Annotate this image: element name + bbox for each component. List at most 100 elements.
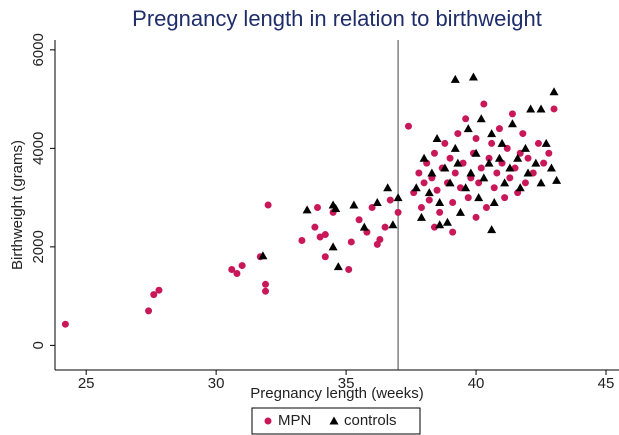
marker-circle bbox=[376, 235, 384, 243]
marker-triangle bbox=[450, 74, 460, 83]
marker-triangle bbox=[526, 104, 536, 113]
marker-circle bbox=[446, 154, 454, 162]
marker-triangle bbox=[383, 183, 393, 192]
marker-triangle bbox=[505, 163, 515, 172]
marker-circle bbox=[521, 179, 529, 187]
x-tick-label: 45 bbox=[598, 375, 615, 392]
marker-circle bbox=[477, 164, 485, 172]
marker-triangle bbox=[531, 158, 541, 167]
marker-triangle bbox=[552, 175, 562, 184]
marker-circle bbox=[321, 231, 329, 239]
marker-triangle bbox=[489, 198, 499, 207]
marker-circle bbox=[449, 199, 457, 207]
marker-triangle bbox=[541, 138, 551, 147]
marker-circle bbox=[355, 216, 363, 224]
marker-circle bbox=[485, 154, 493, 162]
marker-circle bbox=[314, 203, 322, 211]
marker-circle bbox=[436, 208, 444, 216]
y-tick-label: 4000 bbox=[30, 132, 47, 165]
x-tick-label: 40 bbox=[468, 375, 485, 392]
marker-triangle bbox=[468, 72, 478, 81]
marker-triangle bbox=[445, 178, 455, 187]
marker-circle bbox=[61, 320, 69, 328]
marker-triangle bbox=[484, 158, 494, 167]
marker-circle bbox=[488, 139, 496, 147]
marker-circle bbox=[519, 130, 527, 138]
marker-triangle bbox=[450, 143, 460, 152]
marker-circle bbox=[415, 169, 423, 177]
marker-circle bbox=[316, 233, 324, 241]
marker-triangle bbox=[497, 138, 507, 147]
marker-triangle bbox=[520, 143, 530, 152]
marker-circle bbox=[430, 149, 438, 157]
marker-circle bbox=[228, 266, 236, 274]
marker-triangle bbox=[463, 124, 473, 133]
marker-circle bbox=[238, 262, 246, 270]
marker-triangle bbox=[500, 178, 510, 187]
marker-circle bbox=[506, 174, 514, 182]
y-tick-label: 2000 bbox=[30, 230, 47, 263]
marker-circle bbox=[298, 236, 306, 244]
marker-circle bbox=[262, 287, 270, 295]
marker-circle bbox=[490, 184, 498, 192]
marker-triangle bbox=[471, 148, 481, 157]
marker-circle bbox=[550, 105, 558, 113]
marker-triangle bbox=[536, 104, 546, 113]
marker-triangle bbox=[419, 153, 429, 162]
marker-triangle bbox=[442, 217, 452, 226]
marker-circle bbox=[145, 307, 153, 315]
y-tick-label: 6000 bbox=[30, 33, 47, 66]
marker-triangle bbox=[546, 163, 556, 172]
marker-circle bbox=[420, 179, 428, 187]
marker-triangle bbox=[359, 222, 369, 231]
marker-triangle bbox=[536, 178, 546, 187]
marker-triangle bbox=[523, 168, 533, 177]
y-axis-label: Birthweight (grams) bbox=[9, 140, 26, 270]
marker-circle bbox=[433, 186, 441, 194]
marker-triangle bbox=[507, 119, 517, 128]
x-tick-label: 25 bbox=[78, 375, 95, 392]
marker-circle bbox=[264, 201, 272, 209]
marker-triangle bbox=[388, 220, 398, 229]
marker-triangle bbox=[494, 153, 504, 162]
marker-triangle bbox=[372, 198, 382, 207]
marker-circle bbox=[524, 154, 532, 162]
marker-triangle bbox=[479, 173, 489, 182]
marker-circle bbox=[495, 125, 503, 133]
marker-triangle bbox=[427, 168, 437, 177]
marker-triangle bbox=[411, 183, 421, 192]
marker-triangle bbox=[435, 198, 445, 207]
marker-circle bbox=[347, 238, 355, 246]
marker-circle bbox=[449, 228, 457, 236]
marker-circle bbox=[545, 149, 553, 157]
marker-triangle bbox=[258, 251, 268, 260]
marker-circle bbox=[430, 223, 438, 231]
marker-circle bbox=[462, 115, 470, 123]
marker-triangle bbox=[487, 225, 497, 234]
chart-title: Pregnancy length in relation to birthwei… bbox=[132, 6, 542, 31]
marker-triangle bbox=[435, 220, 445, 229]
marker-triangle bbox=[331, 203, 341, 212]
marker-triangle bbox=[515, 183, 525, 192]
marker-triangle bbox=[549, 87, 559, 96]
marker-triangle bbox=[416, 212, 426, 221]
legend-label: controls bbox=[344, 412, 397, 429]
marker-triangle bbox=[333, 262, 343, 271]
marker-circle bbox=[381, 223, 389, 231]
marker-triangle bbox=[393, 193, 403, 202]
marker-circle bbox=[501, 194, 509, 202]
legend-marker bbox=[329, 416, 339, 425]
marker-circle bbox=[441, 139, 449, 147]
marker-circle bbox=[155, 286, 163, 294]
marker-triangle bbox=[328, 242, 338, 251]
marker-circle bbox=[493, 169, 501, 177]
marker-triangle bbox=[487, 129, 497, 138]
marker-circle bbox=[150, 291, 158, 299]
marker-circle bbox=[508, 110, 516, 118]
marker-circle bbox=[482, 203, 490, 211]
marker-circle bbox=[233, 269, 241, 277]
marker-triangle bbox=[513, 153, 523, 162]
marker-triangle bbox=[476, 114, 486, 123]
marker-triangle bbox=[349, 200, 359, 209]
